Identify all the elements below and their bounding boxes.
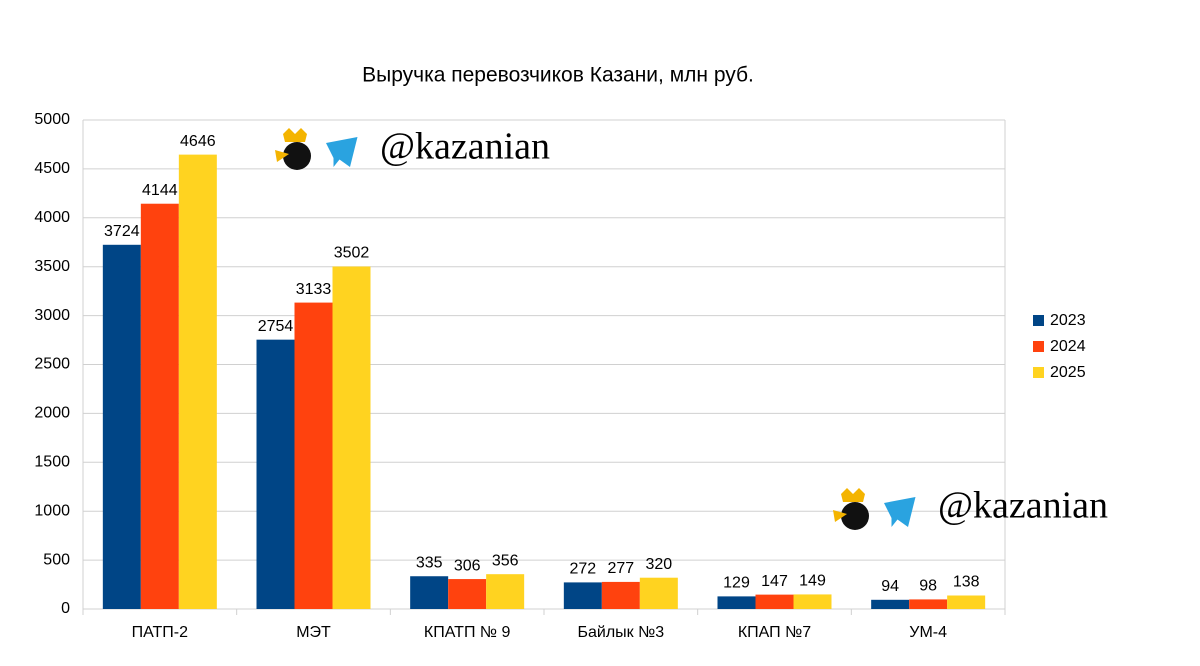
bar [563,582,602,609]
bar [140,203,179,609]
value-label: 147 [761,573,788,590]
bar [909,599,948,609]
x-tick-label: УМ-4 [909,624,947,641]
legend-swatch [1033,367,1044,378]
bar [448,579,487,609]
y-tick-label: 500 [43,551,70,568]
bar [486,574,525,609]
value-label: 3133 [296,281,332,298]
watermark: @kazanian [938,485,1108,527]
value-label: 277 [607,560,634,577]
y-tick-label: 2000 [34,405,70,422]
bar [178,154,217,609]
value-label: 4646 [180,133,216,150]
value-label: 129 [723,575,750,592]
x-tick-label: КПАТП № 9 [424,624,511,641]
legend-label: 2024 [1050,338,1086,355]
x-tick-label: КПАП №7 [738,624,811,641]
watermark: @kazanian [380,126,550,168]
bar [947,595,986,609]
y-tick-label: 1000 [34,502,70,519]
legend-swatch [1033,315,1044,326]
bar [102,244,141,610]
bar [294,302,333,609]
value-label: 94 [881,578,899,595]
legend-label: 2025 [1050,364,1086,381]
y-tick-label: 3000 [34,307,70,324]
value-label: 272 [569,561,596,578]
x-tick-label: ПАТП-2 [132,624,189,641]
value-label: 320 [645,556,672,573]
watermark-icons [275,128,916,530]
y-tick-label: 0 [61,600,70,617]
bar [332,266,371,609]
x-tick-label: Байлык №3 [577,624,664,641]
y-tick-label: 5000 [34,111,70,128]
bar [410,576,449,609]
value-label: 335 [416,554,443,571]
y-tick-label: 4000 [34,209,70,226]
chart-title: Выручка перевозчиков Казани, млн руб. [362,64,754,87]
bar [793,594,832,609]
value-label: 98 [919,578,937,595]
y-tick-label: 4500 [34,160,70,177]
bar [256,339,295,609]
legend-swatch [1033,341,1044,352]
plot-area: 0 500 1000 1500 2000 2500 3000 3500 4000 4500 5000… [34,111,1006,641]
value-label: 356 [492,552,519,569]
value-label: 3724 [104,223,140,240]
bar [601,581,640,609]
bar [871,599,910,609]
value-label: 4144 [142,182,178,199]
x-tick-label: МЭТ [296,624,331,641]
value-label: 2754 [258,318,294,335]
bar [755,594,794,609]
legend-label: 2023 [1050,312,1086,329]
value-label: 149 [799,573,826,590]
bar [717,596,756,609]
y-tick-label: 3500 [34,258,70,275]
value-label: 306 [454,557,481,574]
y-tick-label: 1500 [34,454,70,471]
bar [639,577,678,609]
y-tick-label: 2500 [34,356,70,373]
value-label: 138 [953,574,980,591]
value-label: 3502 [334,245,370,262]
